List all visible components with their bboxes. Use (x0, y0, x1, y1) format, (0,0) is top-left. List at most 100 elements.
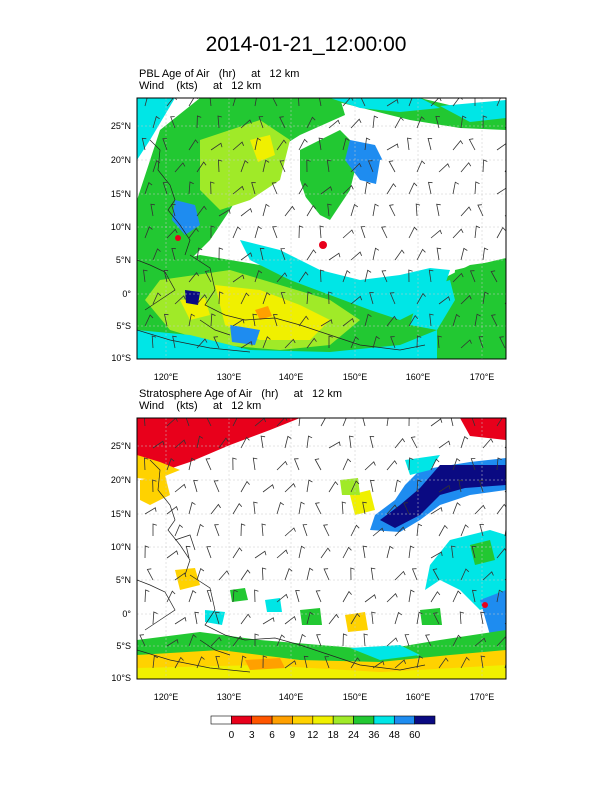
wind-barb (327, 203, 332, 217)
wind-barb (232, 141, 244, 151)
wind-barb (240, 655, 247, 669)
wind-barb (196, 435, 204, 449)
wind-barb (214, 612, 220, 625)
wind-barb (460, 339, 472, 349)
wind-barb (388, 160, 396, 173)
wind-barb (196, 523, 204, 537)
wind-barb (408, 315, 419, 327)
wind-barb (172, 335, 177, 349)
wind-barb (196, 294, 208, 305)
wind-barb (342, 317, 355, 327)
wind-barb (372, 247, 380, 261)
wind-barb (188, 98, 199, 107)
wind-barb (474, 98, 476, 106)
wind-barb (320, 186, 333, 195)
wind-barb (428, 269, 434, 283)
wind-barb (430, 418, 443, 427)
wind-barb (144, 507, 157, 515)
pbl-lat-tick: 5°N (116, 255, 131, 265)
pbl-lat-tick: 15°N (111, 189, 131, 199)
wind-barb (408, 589, 415, 603)
wind-barb (504, 214, 506, 217)
wind-barb (232, 274, 245, 283)
wind-barb (427, 181, 433, 195)
wind-barb (152, 479, 157, 493)
wind-barb (276, 501, 285, 515)
wind-barb (429, 313, 434, 327)
wind-barb (407, 137, 412, 151)
wind-barb (271, 182, 278, 195)
wind-barb (218, 570, 230, 581)
wind-barb (480, 655, 486, 669)
wind-barb (276, 549, 288, 559)
wind-barb (386, 593, 398, 603)
wind-barb (416, 479, 422, 493)
wind-barb (217, 115, 222, 129)
wind-barb (284, 660, 297, 669)
wind-barb (166, 98, 177, 107)
wind-barb (479, 523, 484, 537)
wind-barb (350, 203, 359, 217)
wind-barb (240, 569, 251, 581)
wind-barb (386, 315, 397, 327)
stratosphere-axes: 25°N 20°N 15°N 10°N 5°N 0° 5°S 10°S 120°… (111, 441, 494, 702)
wind-barb (188, 313, 195, 327)
wind-barb (298, 182, 308, 195)
wind-barb (298, 138, 308, 151)
pbl-lon-tick: 160°E (406, 372, 431, 382)
wind-barb (240, 292, 250, 305)
wind-barb (474, 225, 481, 239)
wind-barb (394, 659, 406, 669)
wind-barb (306, 611, 314, 625)
pbl-lon-tick: 120°E (154, 372, 179, 382)
wind-barb (430, 551, 443, 559)
wind-barb (262, 655, 268, 669)
colorbar-swatch (332, 715, 354, 725)
wind-barb (411, 568, 418, 581)
wind-barb (188, 634, 197, 647)
colorbar-swatch (414, 715, 436, 725)
wind-barb (460, 162, 472, 173)
wind-barb (252, 313, 257, 327)
pbl-lat-tick: 0° (122, 289, 131, 299)
wind-barb (435, 115, 440, 129)
pbl-lon-tick: 150°E (343, 372, 368, 382)
wind-barb (193, 480, 198, 493)
wind-barb (342, 418, 347, 427)
wind-barb (362, 545, 368, 559)
wind-barb (306, 249, 317, 261)
wind-barb (452, 98, 463, 107)
wind-barb (460, 524, 469, 537)
wind-barb (408, 269, 413, 283)
wind-barb (323, 568, 330, 581)
wind-barb (388, 204, 396, 217)
wind-barb (328, 613, 339, 625)
wind-barb (315, 590, 322, 603)
stratosphere-lon-tick: 150°E (343, 692, 368, 702)
wind-barb (210, 636, 222, 647)
pbl-lon-tick: 170°E (470, 372, 495, 382)
wind-barb (254, 98, 257, 107)
wind-barb (240, 523, 246, 537)
pbl-lat-tick: 10°S (111, 353, 131, 363)
wind-barb (416, 335, 422, 349)
wind-barb (328, 335, 333, 348)
wind-barb (206, 418, 212, 427)
wind-barb (328, 441, 341, 449)
stratosphere-map-panel (136, 417, 507, 680)
wind-barb (482, 115, 488, 129)
wind-barb (188, 227, 199, 239)
wind-barb (350, 336, 359, 349)
colorbar-swatch (353, 715, 375, 725)
wind-barb (432, 568, 440, 581)
stratosphere-lat-tick: 20°N (111, 475, 131, 485)
wind-barb (196, 115, 202, 129)
pbl-lat-tick: 25°N (111, 121, 131, 131)
wind-barb (196, 205, 207, 217)
wind-barb (415, 203, 421, 217)
plot-title: 2014-01-21_12:00:00 (205, 33, 407, 56)
wind-barb (232, 185, 245, 195)
wind-barb (474, 637, 486, 647)
colorbar-label: 0 (229, 730, 235, 741)
wind-barb (284, 568, 293, 581)
